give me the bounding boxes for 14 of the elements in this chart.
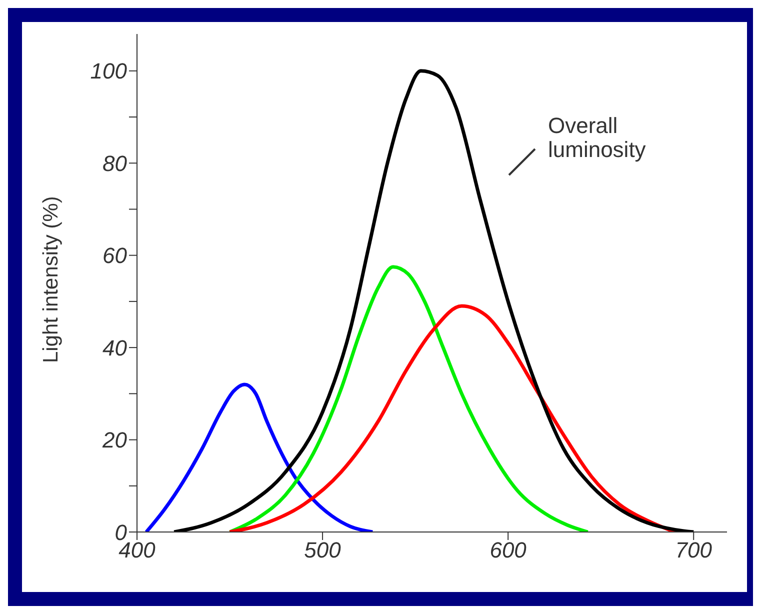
y-axis-title: Light intensity (%) bbox=[39, 196, 62, 363]
x-tick-label: 700 bbox=[675, 538, 713, 563]
annotation: Overall luminosity bbox=[548, 113, 647, 162]
y-tick-label: 80 bbox=[102, 150, 128, 176]
line-series bbox=[228, 265, 590, 532]
line-series bbox=[228, 304, 677, 532]
y-tick-label: 40 bbox=[102, 335, 128, 360]
y-tick-label: 60 bbox=[102, 243, 128, 268]
y-tick-label: 100 bbox=[90, 58, 128, 84]
x-tick-label: 500 bbox=[304, 538, 342, 563]
y-tick-label: 20 bbox=[102, 428, 128, 453]
line-series bbox=[172, 69, 696, 532]
line-series bbox=[144, 382, 374, 532]
x-tick-label: 600 bbox=[490, 538, 528, 563]
